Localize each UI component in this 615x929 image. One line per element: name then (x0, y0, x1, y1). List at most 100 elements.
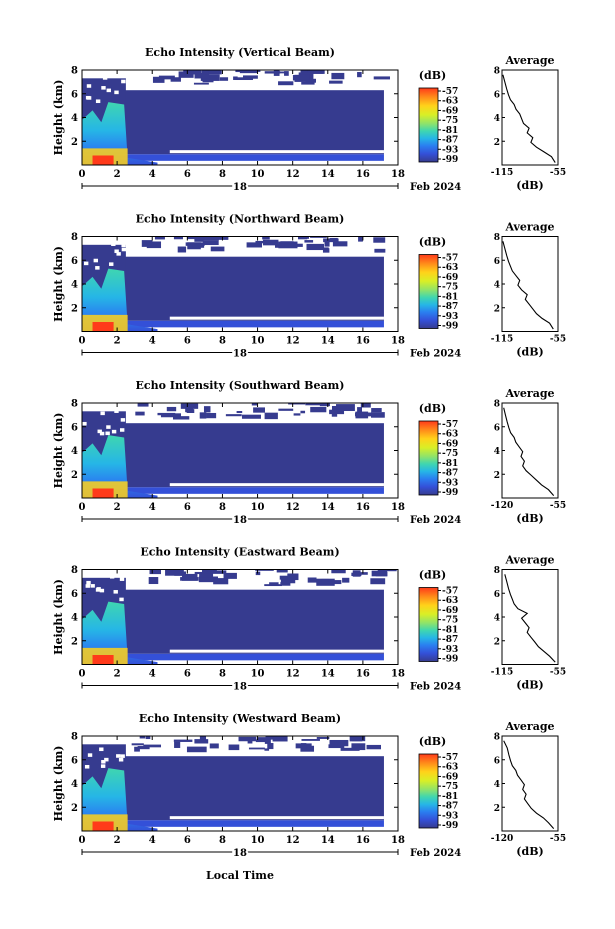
echo-gap (121, 247, 127, 252)
echo-band (120, 756, 384, 821)
echo-core-max (92, 821, 114, 831)
echo-cell (357, 407, 362, 413)
echo-cell (284, 243, 303, 247)
y-tick-label: 4 (71, 446, 78, 457)
colorbar-tick-label: -69 (442, 439, 458, 449)
echo-cell (235, 70, 247, 73)
echo-gap (99, 747, 104, 752)
average-frame (501, 69, 559, 166)
echo-gap (120, 418, 126, 422)
echo-cell (360, 403, 371, 408)
echo-gap (86, 580, 91, 585)
colorbar-tick-label: -93 (442, 478, 458, 488)
echo-cell (182, 573, 198, 581)
colorbar-tick-label: -57 (442, 254, 458, 264)
average-title: Average (504, 720, 554, 733)
echo-cell (305, 403, 322, 406)
colorbar-unit: (dB) (419, 735, 446, 748)
echo-gap (169, 483, 384, 487)
x-tick-label: 8 (219, 502, 226, 513)
x-tick-label: 4 (149, 669, 156, 680)
echo-gap (119, 597, 124, 602)
x-tick-label: 10 (251, 336, 265, 347)
echo-cell (174, 741, 181, 748)
echo-gap (86, 84, 92, 88)
echo-cell (202, 236, 219, 241)
echo-cell (192, 243, 205, 248)
average-y-tick-label: 4 (494, 614, 500, 624)
echo-cell (307, 577, 317, 583)
echo-cell (199, 573, 214, 578)
echo-band-lower (120, 154, 384, 161)
echo-cell (280, 578, 296, 584)
average-x-tick-label: -55 (550, 168, 566, 178)
colorbar-tick-label: -81 (442, 625, 458, 635)
average-y-tick-label: 2 (494, 304, 500, 314)
echo-cell (145, 736, 151, 740)
echo-cell (288, 403, 305, 405)
y-tick-label: 6 (71, 422, 78, 433)
echo-cell (131, 743, 144, 746)
echo-band-lower (120, 820, 384, 827)
echo-cell (213, 578, 229, 585)
echo-cell (257, 737, 274, 740)
echo-cell (149, 569, 161, 575)
x-tick-label: 14 (321, 669, 335, 680)
echo-cell (173, 236, 183, 240)
echo-cell (158, 75, 175, 80)
x-tick-label: 0 (79, 169, 86, 180)
echo-cell (264, 748, 270, 751)
echo-cell (278, 71, 288, 74)
echo-cell (374, 248, 386, 253)
day-label: 18 (233, 848, 247, 859)
average-y-tick-label: 2 (494, 138, 500, 148)
average-profile-line (503, 407, 555, 496)
day-label: 18 (233, 182, 247, 193)
echo-cell (223, 572, 237, 579)
echo-cell (349, 736, 363, 742)
echo-cell (331, 72, 345, 80)
x-tick-label: 0 (79, 336, 86, 347)
x-tick-label: 18 (391, 336, 405, 347)
echo-core-max (92, 155, 114, 165)
x-tick-label: 6 (184, 502, 191, 513)
panel-title: Echo Intensity (Westward Beam) (139, 712, 341, 725)
echo-gap (86, 96, 92, 100)
echo-cell (269, 582, 279, 586)
y-tick-label: 4 (71, 613, 78, 624)
colorbar-tick-label: -93 (442, 145, 458, 155)
echo-gap (119, 428, 125, 432)
colorbar-unit: (dB) (419, 236, 446, 249)
x-tick-label: 18 (391, 669, 405, 680)
echo-cell (304, 240, 314, 243)
echo-cell (355, 572, 368, 575)
y-tick-label: 2 (71, 137, 78, 148)
echo-gap (114, 409, 119, 413)
echo-cell (193, 82, 209, 85)
echo-core-max (92, 488, 114, 498)
colorbar-tick-label: -63 (442, 596, 458, 606)
x-tick-label: 6 (184, 835, 191, 846)
y-tick-label: 4 (71, 113, 78, 124)
panel-0: Echo Intensity (Vertical Beam) 0 2 4 6 8 10 12 1… (52, 46, 566, 195)
echo-cell (355, 412, 375, 417)
x-tick-label: 2 (114, 336, 121, 347)
colorbar (418, 420, 439, 496)
y-tick-label: 8 (71, 565, 78, 576)
echo-cell (301, 739, 320, 741)
echo-cell (199, 412, 207, 419)
echo-cell (278, 81, 294, 86)
echo-cell (186, 746, 207, 753)
echo-cell (255, 240, 269, 244)
echo-cell (316, 737, 330, 739)
echo-gap (100, 411, 105, 416)
echo-cell (187, 236, 205, 240)
heatmap-field (82, 236, 386, 332)
x-tick-label: 6 (184, 336, 191, 347)
date-label: Feb 2024 (410, 848, 461, 859)
echo-cell (211, 236, 229, 240)
echo-gap (101, 759, 106, 764)
echo-band (120, 423, 384, 488)
y-tick-label: 8 (71, 232, 78, 243)
echo-cell (243, 75, 258, 79)
